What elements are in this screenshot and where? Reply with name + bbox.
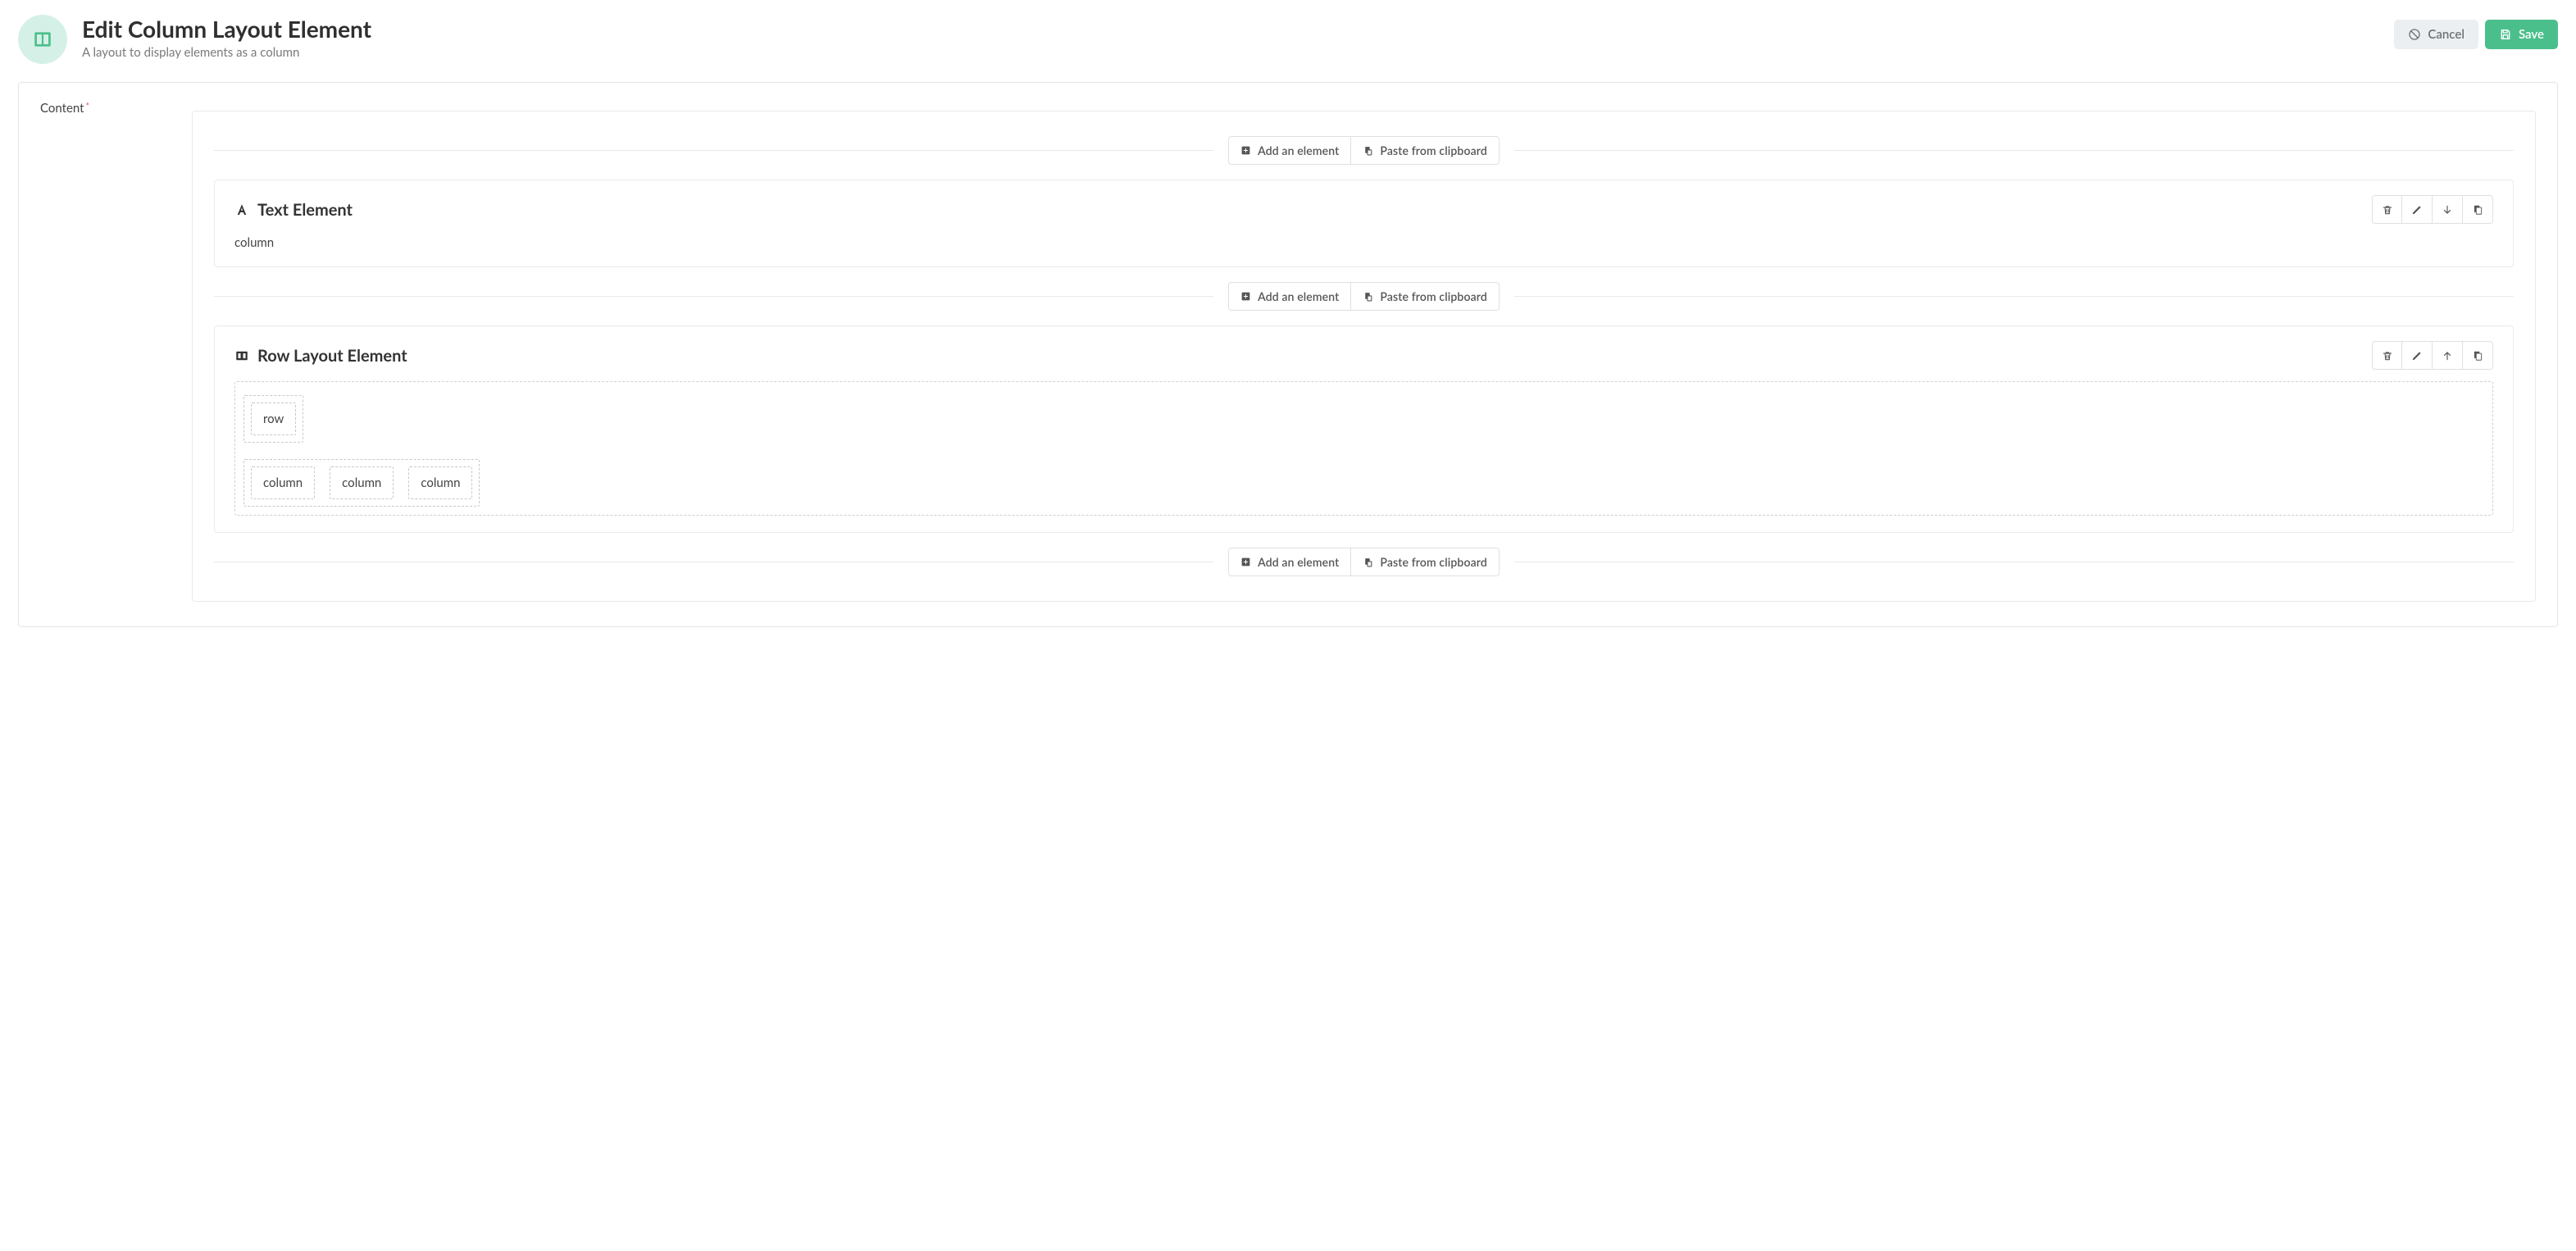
arrow-down-icon (2442, 204, 2453, 216)
required-indicator: * (86, 101, 90, 111)
add-element-button[interactable]: Add an element (1228, 548, 1351, 576)
edit-button[interactable] (2402, 341, 2433, 370)
edit-button[interactable] (2402, 195, 2433, 224)
paste-button[interactable]: Paste from clipboard (1351, 282, 1500, 311)
delete-button[interactable] (2372, 341, 2402, 370)
divider (1514, 296, 2514, 297)
page-title: Edit Column Layout Element (82, 15, 371, 43)
card-title-text: Text Element (257, 200, 353, 220)
move-up-button[interactable] (2433, 341, 2463, 370)
columns-icon (234, 348, 249, 363)
insert-separator: Add an element Paste from clipboard (214, 282, 2514, 311)
paste-label: Paste from clipboard (1380, 555, 1487, 569)
plus-square-icon (1240, 291, 1251, 302)
preview-cell: row (251, 403, 296, 435)
row-preview: row column column column (234, 381, 2493, 516)
clipboard-paste-icon (1363, 557, 1373, 567)
add-element-label: Add an element (1258, 555, 1339, 569)
insert-separator: Add an element Paste from clipboard (214, 136, 2514, 165)
move-down-button[interactable] (2433, 195, 2463, 224)
paste-button[interactable]: Paste from clipboard (1351, 548, 1500, 576)
paste-button[interactable]: Paste from clipboard (1351, 136, 1500, 165)
card-actions (2372, 195, 2493, 224)
header-actions: Cancel Save (2394, 20, 2558, 49)
preview-cell: column (251, 466, 315, 499)
clipboard-paste-icon (1363, 291, 1373, 302)
clipboard-paste-icon (1363, 145, 1373, 156)
copy-button[interactable] (2463, 341, 2493, 370)
plus-square-icon (1240, 145, 1251, 156)
save-label: Save (2519, 27, 2544, 42)
divider (214, 296, 1213, 297)
pencil-icon (2411, 350, 2423, 362)
add-element-button[interactable]: Add an element (1228, 282, 1351, 311)
cancel-label: Cancel (2428, 27, 2464, 42)
preview-row: column column column (243, 459, 480, 507)
element-card-text: Text Element (214, 180, 2514, 267)
cancel-button[interactable]: Cancel (2394, 20, 2478, 49)
card-title: Row Layout Element (234, 346, 407, 366)
content-label-text: Content (40, 101, 84, 116)
plus-square-icon (1240, 557, 1251, 567)
paste-label: Paste from clipboard (1380, 143, 1487, 157)
card-title: Text Element (234, 200, 353, 220)
save-icon (2499, 28, 2512, 41)
preview-cell: column (408, 466, 472, 499)
delete-button[interactable] (2372, 195, 2402, 224)
card-actions (2372, 341, 2493, 370)
add-element-label: Add an element (1258, 289, 1339, 303)
copy-icon (2472, 204, 2483, 216)
copy-icon (2472, 350, 2483, 362)
page-subtitle: A layout to display elements as a column (82, 45, 371, 60)
text-icon (234, 202, 249, 217)
copy-button[interactable] (2463, 195, 2493, 224)
divider (1514, 150, 2514, 151)
page-header: Edit Column Layout Element A layout to d… (18, 15, 2558, 64)
add-element-button[interactable]: Add an element (1228, 136, 1351, 165)
save-button[interactable]: Save (2485, 20, 2558, 49)
trash-icon (2382, 350, 2393, 362)
card-title-text: Row Layout Element (257, 346, 407, 366)
add-element-label: Add an element (1258, 143, 1339, 157)
element-card-row: Row Layout Element (214, 325, 2514, 533)
arrow-up-icon (2442, 350, 2453, 362)
content-area: Add an element Paste from clipboard Text… (192, 111, 2536, 602)
form-panel: Content* Add an element Paste from clipb… (18, 82, 2558, 627)
paste-label: Paste from clipboard (1380, 289, 1487, 303)
forbidden-icon (2408, 28, 2421, 41)
preview-cell: column (330, 466, 394, 499)
divider (214, 150, 1213, 151)
insert-separator: Add an element Paste from clipboard (214, 548, 2514, 576)
pencil-icon (2411, 204, 2423, 216)
layout-icon (18, 15, 67, 64)
preview-row: row (243, 395, 303, 443)
card-body: column (234, 235, 2493, 250)
trash-icon (2382, 204, 2393, 216)
